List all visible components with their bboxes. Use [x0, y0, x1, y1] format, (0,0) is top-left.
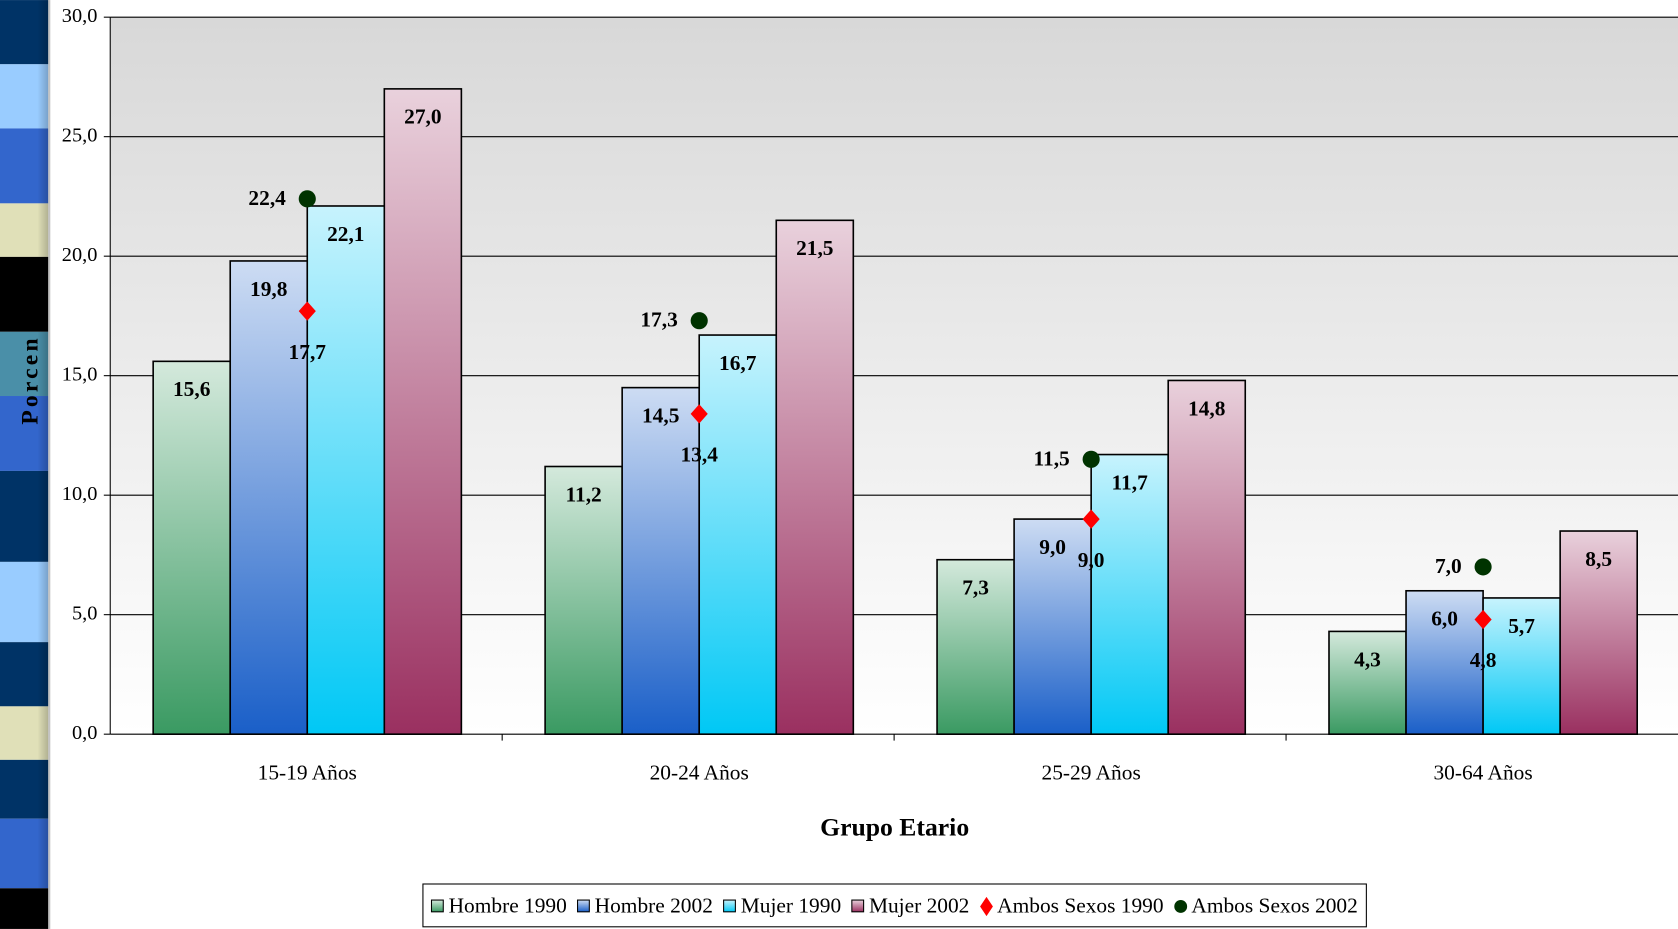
legend-item: Ambos Sexos 1990 [980, 893, 1164, 917]
x-tick-label: 15-19 Años [258, 761, 357, 785]
legend-item: Mujer 1990 [723, 893, 841, 917]
bar [544, 465, 623, 735]
data-label: 11,5 [1033, 446, 1069, 470]
y-tick-label: 20,0 [62, 244, 98, 266]
data-label: 21,5 [796, 236, 833, 260]
bar [1167, 379, 1247, 735]
bar [1090, 453, 1170, 735]
point [1474, 609, 1492, 630]
legend: Hombre 1990 Hombre 2002 Mujer 1990 Mujer 20… [422, 883, 1367, 928]
y-tick-label: 5,0 [72, 602, 97, 624]
legend-item: Hombre 1990 [430, 893, 567, 917]
legend-label: Ambos Sexos 1990 [997, 893, 1163, 917]
data-label: 4,3 [1354, 647, 1381, 671]
data-label: 5,7 [1508, 614, 1535, 638]
data-label: 7,3 [962, 576, 989, 600]
legend-swatch [1174, 900, 1188, 913]
y-tick-label: 0,0 [72, 722, 97, 744]
legend-label: Mujer 2002 [869, 893, 969, 917]
legend-label: Ambos Sexos 2002 [1191, 893, 1357, 917]
data-label: 11,2 [566, 482, 602, 506]
bar [306, 205, 386, 735]
bar [1559, 530, 1639, 735]
bar [775, 219, 855, 735]
data-label: 7,0 [1435, 554, 1462, 578]
legend-item: Hombre 2002 [577, 893, 713, 917]
bar [1328, 630, 1407, 735]
data-label: 13,4 [680, 443, 718, 467]
slide-strip [0, 0, 51, 929]
data-label: 15,6 [173, 377, 211, 401]
data-label: 14,5 [642, 403, 679, 427]
y-axis-title: Porcen [18, 335, 44, 424]
point [298, 301, 316, 321]
data-label: 19,8 [250, 277, 287, 301]
data-label: 22,4 [248, 186, 286, 210]
y-tick-label: 30,0 [62, 5, 98, 27]
data-label: 17,3 [640, 308, 677, 332]
y-tick-label: 25,0 [62, 124, 98, 146]
legend-item: Mujer 2002 [851, 893, 969, 917]
legend-swatch [577, 899, 590, 913]
legend-swatch [851, 899, 865, 913]
point [298, 190, 316, 208]
legend-label: Hombre 2002 [595, 893, 713, 917]
data-label: 4,8 [1470, 648, 1497, 672]
data-label: 8,5 [1585, 547, 1612, 571]
legend-swatch [723, 899, 736, 913]
bar [383, 88, 463, 735]
data-label: 22,1 [327, 222, 364, 246]
data-label: 14,8 [1188, 396, 1225, 420]
data-label: 9,0 [1039, 535, 1066, 559]
bar [936, 558, 1015, 735]
bar [1482, 597, 1561, 735]
x-tick-label: 30-64 Años [1433, 761, 1532, 785]
point [690, 312, 708, 330]
y-tick-label: 10,0 [62, 483, 98, 505]
point [1082, 450, 1100, 468]
x-tick-label: 20-24 Años [650, 761, 749, 785]
x-axis-title: Grupo Etario [820, 812, 969, 841]
data-label: 11,7 [1112, 470, 1149, 494]
data-label: 9,0 [1078, 548, 1105, 572]
bar [229, 260, 309, 735]
bar [1405, 589, 1484, 735]
legend-label: Mujer 1990 [741, 893, 841, 917]
y-tick-label: 15,0 [62, 363, 98, 385]
bar [1013, 518, 1092, 735]
point [1474, 558, 1492, 576]
legend-swatch [430, 899, 444, 913]
data-label: 16,7 [719, 351, 757, 375]
data-label: 17,7 [289, 340, 327, 364]
point [1082, 509, 1100, 529]
bar [152, 360, 232, 735]
legend-item: Ambos Sexos 2002 [1174, 893, 1358, 917]
bar [698, 334, 778, 735]
x-tick-label: 25-29 Años [1042, 761, 1141, 785]
data-label: 27,0 [404, 105, 441, 129]
bar [621, 386, 701, 735]
data-label: 6,0 [1431, 607, 1458, 631]
legend-label: Hombre 1990 [449, 893, 567, 917]
